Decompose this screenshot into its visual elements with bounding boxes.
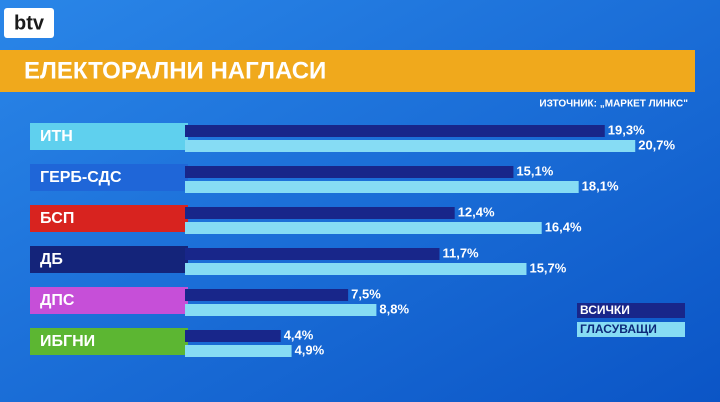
category-label: ДБ bbox=[40, 251, 63, 268]
bar bbox=[185, 263, 527, 275]
value-label: 15,1% bbox=[516, 163, 553, 178]
category-box bbox=[30, 328, 188, 355]
bar bbox=[185, 222, 542, 234]
value-label: 11,7% bbox=[442, 245, 479, 260]
source: ИЗТОЧНИК: „МАРКЕТ ЛИНКС" bbox=[539, 99, 688, 110]
legend-swatch bbox=[577, 322, 685, 337]
value-label: 20,7% bbox=[638, 137, 675, 152]
value-label: 7,5% bbox=[351, 286, 381, 301]
legend-label: ВСИЧКИ bbox=[580, 303, 630, 317]
bar bbox=[185, 248, 440, 260]
value-label: 15,7% bbox=[529, 260, 566, 275]
category-label: БСП bbox=[40, 210, 74, 227]
bar bbox=[185, 207, 455, 219]
category-label: ИТН bbox=[40, 128, 73, 145]
bar bbox=[185, 181, 579, 193]
category-box bbox=[30, 246, 188, 273]
legend-swatch bbox=[577, 303, 685, 318]
bar bbox=[185, 330, 281, 342]
category-box bbox=[30, 164, 188, 191]
category-box bbox=[30, 287, 188, 314]
category-box bbox=[30, 123, 188, 150]
bar bbox=[185, 289, 349, 301]
legend-label: ГЛАСУВАЩИ bbox=[580, 322, 657, 336]
value-label: 16,4% bbox=[545, 219, 582, 234]
logo: btv bbox=[14, 12, 45, 34]
value-label: 19,3% bbox=[608, 122, 645, 137]
bar bbox=[185, 140, 636, 152]
title-bar bbox=[0, 50, 695, 92]
value-label: 8,8% bbox=[379, 301, 409, 316]
bar bbox=[185, 304, 377, 316]
category-label: ИБГНИ bbox=[40, 333, 95, 350]
bar bbox=[185, 166, 514, 178]
value-label: 4,9% bbox=[295, 342, 325, 357]
value-label: 18,1% bbox=[582, 178, 619, 193]
logo-box bbox=[4, 8, 54, 38]
category-box bbox=[30, 205, 188, 232]
category-label: ДПС bbox=[40, 292, 75, 309]
chart-title: ЕЛЕКТОРАЛНИ НАГЛАСИ bbox=[24, 57, 326, 84]
value-label: 12,4% bbox=[458, 204, 495, 219]
category-label: ГЕРБ-СДС bbox=[40, 169, 122, 186]
bar bbox=[185, 345, 292, 357]
value-label: 4,4% bbox=[284, 327, 314, 342]
bar bbox=[185, 125, 605, 137]
